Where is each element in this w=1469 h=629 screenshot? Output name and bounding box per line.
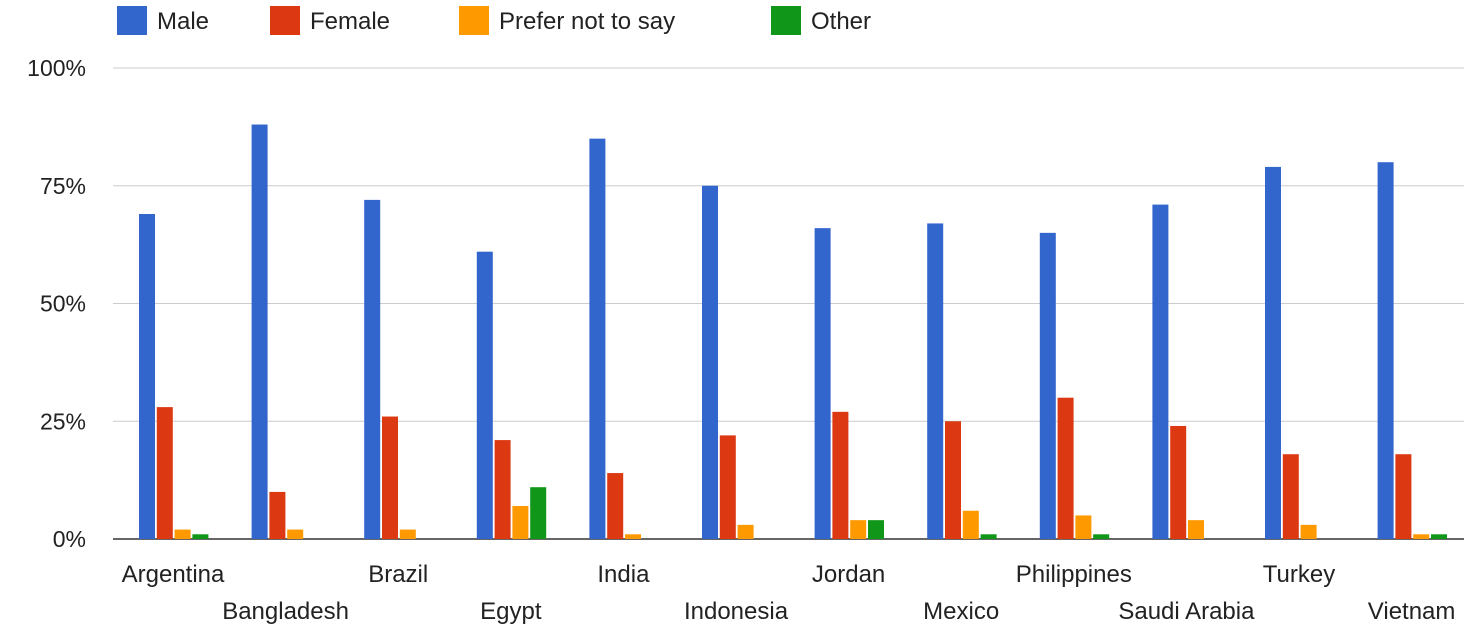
legend-swatch-other — [771, 6, 801, 35]
x-tick-label-argentina: Argentina — [122, 561, 225, 588]
y-tick-label: 0% — [53, 526, 86, 552]
bar-prefer-not-to-say-turkey — [1300, 524, 1317, 539]
y-tick-label: 25% — [40, 408, 86, 434]
bar-female-mexico — [945, 421, 961, 539]
legend-label-female: Female — [310, 8, 390, 35]
gridlines — [113, 67, 1464, 540]
x-tick-label-vietnam: Vietnam — [1368, 598, 1456, 625]
bar-male-vietnam — [1377, 162, 1394, 539]
y-axis: 0% 25% 50% 75% 100% — [27, 55, 86, 552]
bar-male-saudi-arabia — [1152, 204, 1169, 539]
x-tick-label-turkey: Turkey — [1263, 561, 1335, 588]
y-tick-label: 50% — [40, 291, 86, 317]
bar-prefer-not-to-say-egypt — [512, 506, 529, 539]
legend-label-other: Other — [811, 8, 871, 35]
y-tick-label: 100% — [27, 55, 86, 81]
bar-prefer-not-to-say-india — [625, 534, 641, 539]
x-tick-label-philippines: Philippines — [1016, 561, 1132, 588]
bar-male-bangladesh — [251, 124, 268, 540]
bar-female-argentina — [156, 407, 173, 539]
bar-prefer-not-to-say-argentina — [174, 529, 191, 539]
x-tick-label-brazil: Brazil — [368, 561, 428, 588]
bar-prefer-not-to-say-jordan — [850, 520, 867, 539]
bar-prefer-not-to-say-indonesia — [737, 524, 754, 539]
bar-other-jordan — [868, 520, 884, 539]
bar-female-saudi-arabia — [1170, 425, 1187, 539]
bar-female-brazil — [382, 416, 398, 539]
bar-female-philippines — [1057, 397, 1074, 539]
bar-female-indonesia — [719, 435, 736, 539]
bar-female-india — [607, 473, 624, 539]
y-tick-label: 75% — [40, 173, 86, 199]
legend-swatch-prefer-not-to-say — [459, 6, 489, 35]
bar-other-argentina — [192, 534, 209, 539]
x-tick-label-egypt: Egypt — [480, 598, 542, 625]
bar-male-argentina — [139, 214, 155, 539]
bar-female-vietnam — [1395, 454, 1412, 539]
bar-prefer-not-to-say-saudi-arabia — [1188, 520, 1204, 539]
x-tick-label-indonesia: Indonesia — [684, 598, 789, 625]
bar-female-turkey — [1282, 454, 1299, 539]
bar-male-indonesia — [702, 185, 718, 539]
x-tick-label-saudi-arabia: Saudi Arabia — [1118, 598, 1255, 625]
legend-swatch-male — [117, 6, 147, 35]
bar-prefer-not-to-say-mexico — [962, 510, 979, 539]
x-tick-label-mexico: Mexico — [923, 598, 999, 625]
legend: Male Female Prefer not to say Other — [117, 6, 871, 35]
bar-female-egypt — [494, 440, 511, 539]
bar-other-egypt — [530, 487, 547, 539]
bar-male-philippines — [1039, 232, 1056, 539]
bar-male-brazil — [364, 199, 381, 539]
bar-male-jordan — [814, 228, 831, 539]
bars — [139, 124, 1447, 540]
x-tick-label-jordan: Jordan — [812, 561, 885, 588]
bar-prefer-not-to-say-brazil — [399, 529, 416, 539]
bar-male-turkey — [1265, 166, 1281, 539]
bar-other-mexico — [980, 534, 997, 539]
bar-prefer-not-to-say-philippines — [1075, 515, 1092, 539]
bar-prefer-not-to-say-bangladesh — [287, 529, 304, 539]
x-tick-label-india: India — [597, 561, 650, 588]
bar-female-jordan — [832, 411, 849, 539]
bar-female-bangladesh — [269, 491, 286, 539]
bar-male-egypt — [476, 251, 493, 539]
bar-male-mexico — [927, 223, 944, 539]
x-tick-label-bangladesh: Bangladesh — [222, 598, 349, 625]
bar-male-india — [589, 138, 606, 539]
bar-other-philippines — [1093, 534, 1110, 539]
bar-other-vietnam — [1431, 534, 1447, 539]
legend-label-prefer-not-to-say: Prefer not to say — [499, 8, 675, 35]
legend-swatch-female — [270, 6, 300, 35]
x-axis: Argentina Bangladesh Brazil Egypt India Indon… — [122, 561, 1456, 625]
bar-prefer-not-to-say-vietnam — [1413, 534, 1430, 539]
legend-label-male: Male — [157, 8, 209, 35]
